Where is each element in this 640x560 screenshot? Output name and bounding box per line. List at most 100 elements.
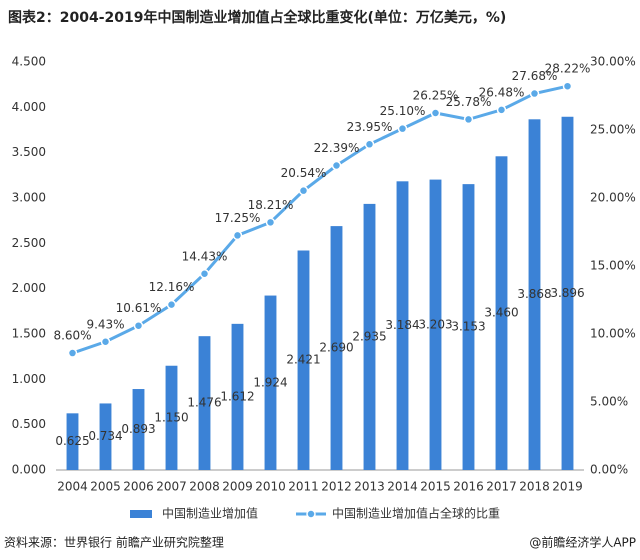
x-tick-label: 2006 — [123, 480, 154, 494]
line-value-label: 17.25% — [215, 211, 261, 225]
bar — [363, 203, 376, 471]
x-tick-label: 2010 — [255, 480, 286, 494]
bar-value-label: 1.924 — [253, 375, 287, 389]
chart-title: 图表2：2004-2019年中国制造业增加值占全球比重变化(单位：万亿美元，%) — [8, 9, 506, 26]
bar-value-label: 3.460 — [484, 306, 518, 320]
y-tick-label: 1.500 — [12, 327, 46, 341]
legend-label: 中国制造业增加值 — [162, 506, 258, 521]
credit: @前瞻经济学人APP — [529, 535, 636, 550]
line-value-label: 12.16% — [149, 280, 195, 294]
line — [72, 84, 568, 355]
line-marker — [100, 337, 111, 347]
line-value-label: 10.61% — [116, 301, 162, 315]
x-tick-label: 2008 — [189, 480, 220, 494]
line-marker — [265, 217, 276, 228]
line-marker — [232, 230, 243, 241]
line-value-label: 18.21% — [248, 198, 294, 212]
bar — [165, 365, 178, 470]
y2-tick-label: 0.00% — [590, 463, 628, 477]
x-tick-label: 2015 — [420, 480, 451, 494]
line-marker — [199, 269, 210, 279]
bar — [264, 295, 277, 470]
line-value-label: 20.54% — [281, 166, 327, 180]
line-marker — [463, 114, 474, 125]
line-marker — [430, 108, 441, 118]
line-value-label: 26.48% — [479, 85, 525, 99]
bar — [429, 179, 442, 470]
y-tick-label: 2.000 — [12, 281, 46, 295]
bar-value-label: 0.734 — [88, 429, 122, 443]
y-tick-label: 3.500 — [12, 145, 46, 159]
line-marker — [67, 348, 78, 358]
line-marker — [331, 160, 342, 171]
line-value-label: 14.43% — [182, 249, 228, 263]
legend-label: 中国制造业增加值占全球的比重 — [332, 506, 500, 521]
x-tick-label: 2014 — [387, 480, 418, 494]
y-tick-label: 4.500 — [12, 55, 46, 69]
line-value-label: 25.10% — [380, 104, 426, 118]
x-tick-label: 2013 — [354, 480, 385, 494]
bar-value-label: 1.476 — [187, 396, 221, 410]
line-value-label: 26.25% — [413, 89, 459, 103]
bar-value-label: 3.184 — [385, 318, 419, 332]
bar-value-label: 2.421 — [286, 353, 320, 367]
legend-swatch — [130, 510, 152, 518]
y-tick-label: 1.000 — [12, 372, 46, 386]
line-value-label: 8.60% — [53, 329, 91, 343]
line-marker — [364, 139, 375, 150]
y2-tick-label: 10.00% — [590, 327, 636, 341]
bar — [198, 336, 211, 470]
legend-swatch — [306, 509, 316, 519]
y2-tick-label: 15.00% — [590, 259, 636, 273]
y2-tick-label: 20.00% — [590, 191, 636, 205]
bar — [132, 389, 145, 470]
y-tick-label: 0.500 — [12, 417, 46, 431]
line-value-label: 27.68% — [512, 69, 558, 83]
y2-tick-label: 30.00% — [590, 55, 636, 69]
y2-tick-label: 25.00% — [590, 123, 636, 137]
line-value-label: 23.95% — [347, 120, 393, 134]
line-value-label: 25.78% — [446, 95, 492, 109]
line-marker — [397, 123, 408, 134]
line-marker — [298, 185, 309, 196]
bar — [495, 156, 508, 470]
line-marker — [166, 299, 177, 310]
line-marker — [562, 81, 573, 91]
bar — [462, 184, 475, 471]
x-tick-label: 2012 — [321, 480, 352, 494]
bar — [396, 181, 409, 471]
x-tick-label: 2007 — [156, 480, 187, 494]
line-value-label: 22.39% — [314, 141, 360, 155]
bar — [66, 413, 79, 470]
bar-value-label: 0.893 — [121, 422, 155, 436]
y-tick-label: 0.000 — [12, 463, 46, 477]
x-tick-label: 2004 — [57, 480, 88, 494]
bar-value-label: 3.203 — [418, 317, 452, 331]
line-value-label: 9.43% — [86, 317, 124, 331]
bar — [99, 403, 112, 470]
bar — [330, 226, 343, 470]
y-tick-label: 3.000 — [12, 191, 46, 205]
bar-value-label: 0.625 — [55, 434, 89, 448]
bar-value-label: 1.612 — [220, 389, 254, 403]
x-tick-label: 2011 — [288, 480, 319, 494]
line-marker — [529, 88, 540, 99]
y-tick-label: 4.000 — [12, 100, 46, 114]
y-tick-label: 2.500 — [12, 236, 46, 250]
bar-value-label: 3.896 — [550, 286, 584, 300]
x-tick-label: 2018 — [519, 480, 550, 494]
bar — [231, 323, 244, 470]
bar-value-label: 3.153 — [451, 320, 485, 334]
line-value-label: 28.22% — [545, 62, 591, 76]
line-marker — [496, 105, 507, 115]
x-tick-label: 2009 — [222, 480, 253, 494]
bar-value-label: 2.935 — [352, 329, 386, 343]
bar — [561, 116, 574, 470]
y2-tick-label: 5.00% — [590, 395, 628, 409]
x-tick-label: 2019 — [552, 480, 583, 494]
bar — [528, 119, 541, 470]
x-tick-label: 2005 — [90, 480, 121, 494]
bar-value-label: 1.150 — [154, 410, 188, 424]
source: 资料来源：世界银行 前瞻产业研究院整理 — [4, 535, 224, 550]
